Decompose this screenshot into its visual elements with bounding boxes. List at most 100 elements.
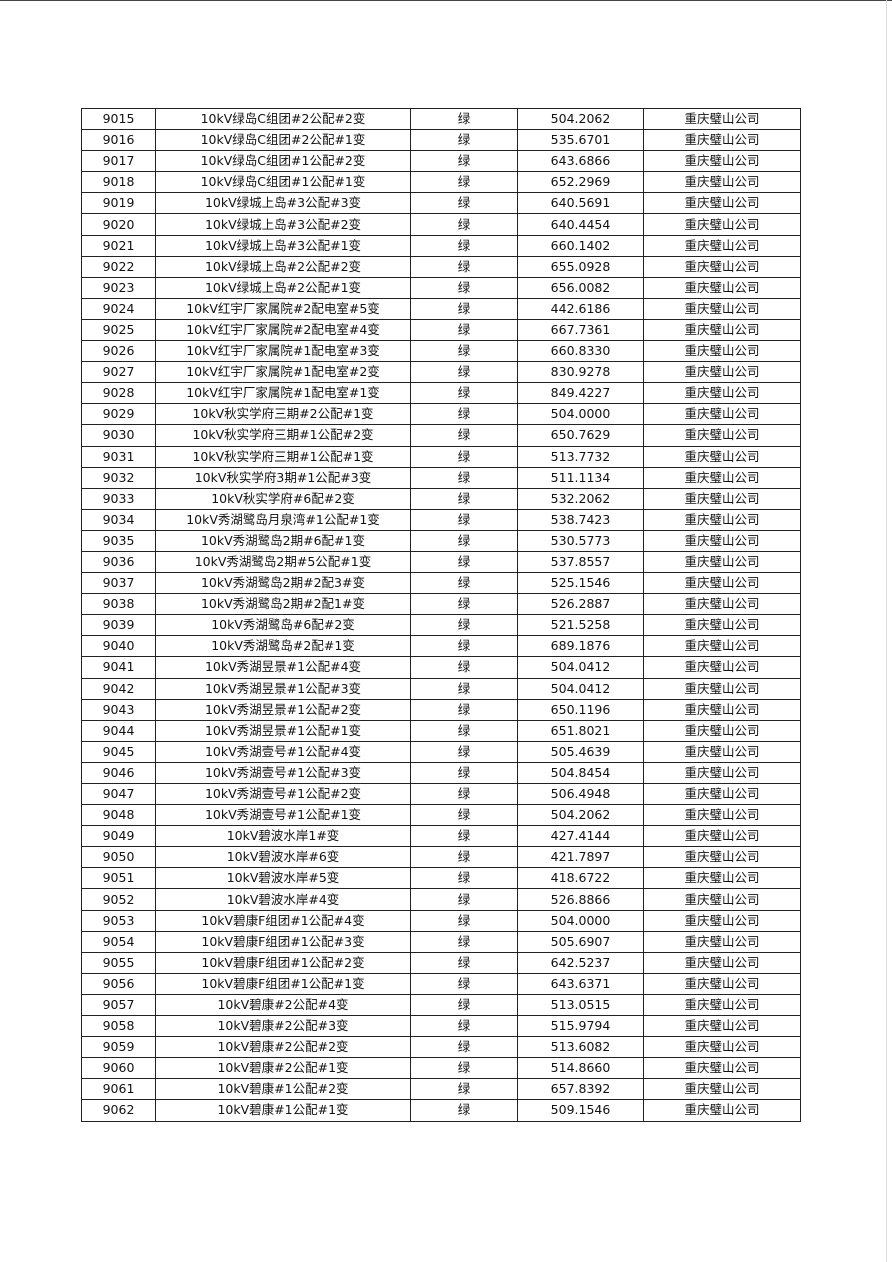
transformer-name-cell: 10kV碧康F组团#1公配#4变 (155, 909, 411, 932)
transformer-name-cell: 10kV秋实学府三期#1公配#1变 (155, 445, 411, 468)
color-rating-cell: 绿 (410, 677, 518, 700)
table-row: 9031 10kV秋实学府三期#1公配#1变绿 513.7732 重庆璧山公司 (81, 445, 801, 468)
company-cell: 重庆璧山公司 (643, 972, 801, 995)
company-cell: 重庆璧山公司 (643, 276, 801, 299)
table-row: 9057 10kV碧康#2公配#4变绿 513.0515 重庆璧山公司 (81, 993, 801, 1017)
color-rating-cell: 绿 (410, 614, 518, 637)
value-cell: 640.4454 (517, 213, 644, 236)
table-row: 9058 10kV碧康#2公配#3变绿 515.9794 重庆璧山公司 (81, 1015, 801, 1038)
row-number-cell: 9015 (81, 107, 156, 131)
value-cell: 651.8021 (517, 719, 644, 742)
transformer-name-cell: 10kV碧波水岸#6变 (155, 846, 411, 869)
transformer-name-cell: 10kV秀湖昱景#1公配#1变 (155, 719, 411, 742)
color-rating-cell: 绿 (410, 171, 518, 194)
row-number-cell: 9045 (81, 740, 156, 763)
color-rating-cell: 绿 (410, 846, 518, 869)
color-rating-cell: 绿 (410, 107, 518, 131)
color-rating-cell: 绿 (410, 192, 518, 215)
color-rating-cell: 绿 (410, 213, 518, 236)
transformer-name-cell: 10kV碧康#2公配#3变 (155, 1015, 411, 1038)
row-number-cell: 9062 (81, 1099, 156, 1122)
table-row: 9018 10kV绿岛C组团#1公配#1变绿 652.2969 重庆璧山公司 (81, 171, 801, 194)
table-row: 9043 10kV秀湖昱景#1公配#2变绿 650.1196 重庆璧山公司 (81, 698, 801, 721)
company-cell: 重庆璧山公司 (643, 572, 801, 595)
row-number-cell: 9018 (81, 171, 156, 194)
color-rating-cell: 绿 (410, 466, 518, 489)
row-number-cell: 9020 (81, 213, 156, 236)
transformer-name-cell: 10kV碧波水岸1#变 (155, 825, 411, 848)
transformer-name-cell: 10kV秋实学府#6配#2变 (155, 487, 411, 510)
transformer-name-cell: 10kV碧波水岸#4变 (155, 888, 411, 911)
table-row: 9051 10kV碧波水岸#5变绿 418.6722 重庆璧山公司 (81, 867, 801, 890)
value-cell: 640.5691 (517, 192, 644, 215)
value-cell: 657.8392 (517, 1078, 644, 1101)
value-cell: 526.8866 (517, 888, 644, 911)
color-rating-cell: 绿 (410, 782, 518, 806)
value-cell: 504.8454 (517, 761, 644, 785)
table-row: 9025 10kV红宇厂家属院#2配电室#4变绿 667.7361 重庆璧山公司 (81, 318, 801, 342)
value-cell: 849.4227 (517, 382, 644, 405)
row-number-cell: 9030 (81, 424, 156, 447)
row-number-cell: 9046 (81, 761, 156, 785)
table-row: 9049 10kV碧波水岸1#变绿 427.4144 重庆璧山公司 (81, 825, 801, 848)
table-row: 9016 10kV绿岛C组团#2公配#1变绿 535.6701 重庆璧山公司 (81, 129, 801, 152)
table-row: 9026 10kV红宇厂家属院#1配电室#3变绿 660.8330 重庆璧山公司 (81, 340, 801, 363)
transformer-name-cell: 10kV秀湖壹号#1公配#4变 (155, 740, 411, 763)
row-number-cell: 9059 (81, 1036, 156, 1059)
transformer-name-cell: 10kV秀湖昱景#1公配#3变 (155, 677, 411, 700)
transformer-name-cell: 10kV绿城上岛#3公配#3变 (155, 192, 411, 215)
company-cell: 重庆璧山公司 (643, 550, 801, 574)
table-row: 9035 10kV秀湖鹭岛2期#6配#1变绿 530.5773 重庆璧山公司 (81, 529, 801, 552)
transformer-name-cell: 10kV秀湖鹭岛#6配#2变 (155, 614, 411, 637)
company-cell: 重庆璧山公司 (643, 740, 801, 763)
table-row: 9032 10kV秋实学府3期#1公配#3变绿 511.1134 重庆璧山公司 (81, 466, 801, 489)
transformer-name-cell: 10kV绿城上岛#3公配#2变 (155, 213, 411, 236)
transformer-name-cell: 10kV秀湖壹号#1公配#1变 (155, 804, 411, 827)
value-cell: 650.7629 (517, 424, 644, 447)
value-cell: 532.2062 (517, 487, 644, 510)
transformer-name-cell: 10kV碧康#2公配#2变 (155, 1036, 411, 1059)
company-cell: 重庆璧山公司 (643, 656, 801, 679)
company-cell: 重庆璧山公司 (643, 171, 801, 194)
company-cell: 重庆璧山公司 (643, 424, 801, 447)
transformer-name-cell: 10kV秀湖昱景#1公配#2变 (155, 698, 411, 721)
table-row: 9061 10kV碧康#1公配#2变绿 657.8392 重庆璧山公司 (81, 1078, 801, 1101)
row-number-cell: 9036 (81, 550, 156, 574)
transformer-name-cell: 10kV秋实学府3期#1公配#3变 (155, 466, 411, 489)
row-number-cell: 9042 (81, 677, 156, 700)
table-row: 9037 10kV秀湖鹭岛2期#2配3#变绿 525.1546 重庆璧山公司 (81, 572, 801, 595)
table-row: 9036 10kV秀湖鹭岛2期#5公配#1变绿 537.8557 重庆璧山公司 (81, 550, 801, 574)
transformer-name-cell: 10kV秀湖鹭岛2期#2配1#变 (155, 593, 411, 616)
value-cell: 655.0928 (517, 255, 644, 278)
color-rating-cell: 绿 (410, 1015, 518, 1038)
row-number-cell: 9024 (81, 297, 156, 320)
company-cell: 重庆璧山公司 (643, 107, 801, 131)
color-rating-cell: 绿 (410, 529, 518, 552)
color-rating-cell: 绿 (410, 804, 518, 827)
company-cell: 重庆璧山公司 (643, 529, 801, 552)
value-cell: 656.0082 (517, 276, 644, 299)
color-rating-cell: 绿 (410, 698, 518, 721)
table-row: 9038 10kV秀湖鹭岛2期#2配1#变绿 526.2887 重庆璧山公司 (81, 593, 801, 616)
company-cell: 重庆璧山公司 (643, 909, 801, 932)
color-rating-cell: 绿 (410, 761, 518, 785)
row-number-cell: 9025 (81, 318, 156, 342)
company-cell: 重庆璧山公司 (643, 318, 801, 342)
transformer-name-cell: 10kV碧康#2公配#4变 (155, 993, 411, 1017)
color-rating-cell: 绿 (410, 150, 518, 173)
table-row: 9048 10kV秀湖壹号#1公配#1变绿 504.2062 重庆璧山公司 (81, 804, 801, 827)
company-cell: 重庆璧山公司 (643, 192, 801, 215)
value-cell: 505.6907 (517, 930, 644, 953)
table-row: 9060 10kV碧康#2公配#1变绿 514.8660 重庆璧山公司 (81, 1057, 801, 1080)
row-number-cell: 9021 (81, 234, 156, 257)
company-cell: 重庆璧山公司 (643, 129, 801, 152)
table-row: 9030 10kV秋实学府三期#1公配#2变绿 650.7629 重庆璧山公司 (81, 424, 801, 447)
row-number-cell: 9023 (81, 276, 156, 299)
transformer-name-cell: 10kV绿城上岛#3公配#1变 (155, 234, 411, 257)
table-row: 9046 10kV秀湖壹号#1公配#3变绿 504.8454 重庆璧山公司 (81, 761, 801, 785)
value-cell: 652.2969 (517, 171, 644, 194)
company-cell: 重庆璧山公司 (643, 213, 801, 236)
table-row: 9052 10kV碧波水岸#4变绿 526.8866 重庆璧山公司 (81, 888, 801, 911)
company-cell: 重庆璧山公司 (643, 1036, 801, 1059)
value-cell: 504.0412 (517, 677, 644, 700)
